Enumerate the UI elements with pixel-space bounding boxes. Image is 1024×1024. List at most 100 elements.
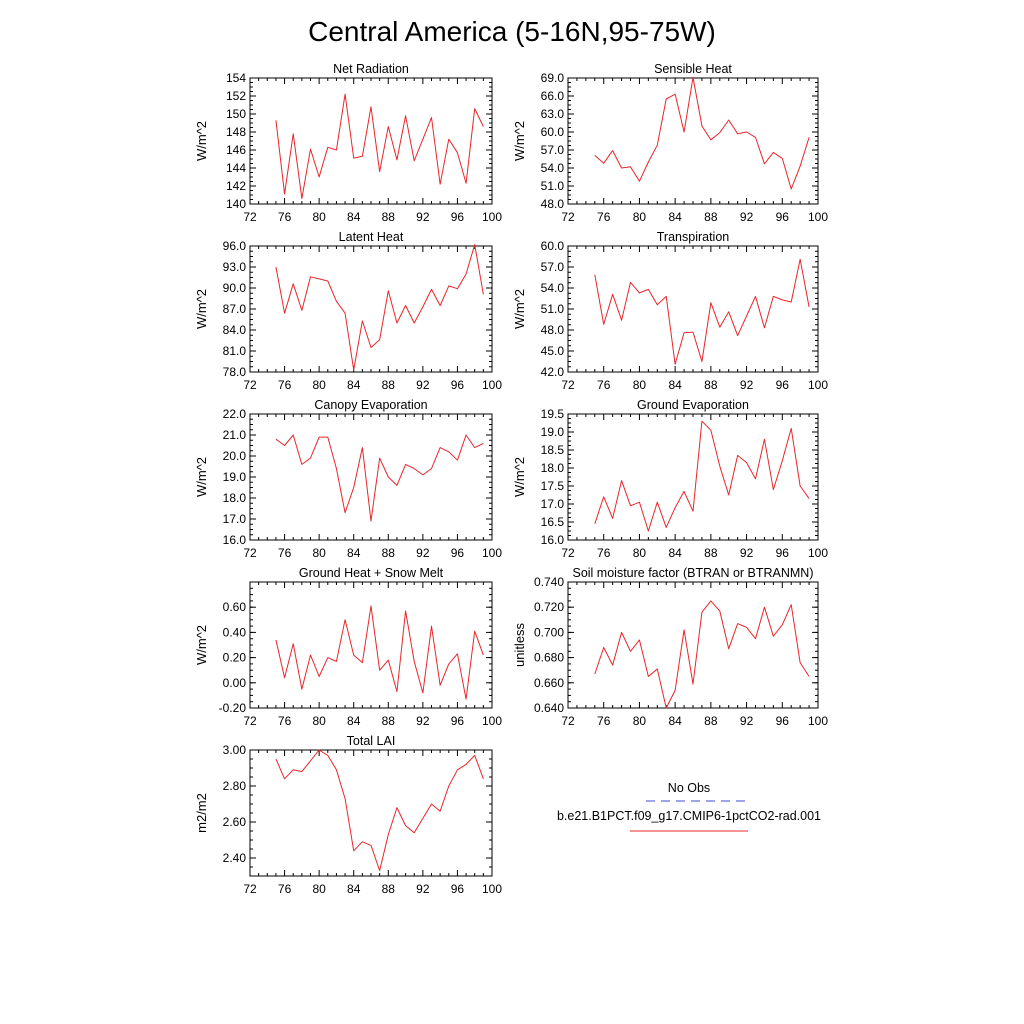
y-tick-label: 144 <box>226 161 246 175</box>
y-tick-label: 42.0 <box>541 365 565 379</box>
series-line-0 <box>594 258 810 365</box>
y-tick-label: 87.0 <box>223 302 247 316</box>
plot-frame <box>567 581 819 709</box>
x-tick-label: 84 <box>347 714 361 728</box>
y-axis-label: W/m^2 <box>512 289 527 329</box>
series-line-0 <box>594 600 810 709</box>
y-tick-label: 0.660 <box>534 676 564 690</box>
x-tick-label: 100 <box>808 378 828 392</box>
y-tick-label: 18.0 <box>223 491 247 505</box>
x-tick-label: 76 <box>278 378 292 392</box>
panel-title: Total LAI <box>347 734 396 748</box>
y-tick-label: 16.0 <box>223 533 247 547</box>
x-tick-label: 96 <box>776 210 790 224</box>
y-axis-label: unitless <box>512 622 527 667</box>
panel-soil-moisture-factor-btran-or-btranmn: Soil moisture factor (BTRAN or BTRANMN) 7… <box>512 566 828 728</box>
series-line-0 <box>275 434 484 522</box>
y-axis-label: W/m^2 <box>194 121 209 161</box>
x-tick-label: 80 <box>312 714 326 728</box>
plot-frame <box>249 749 493 877</box>
x-tick-label: 84 <box>347 378 361 392</box>
y-tick-label: 78.0 <box>223 365 247 379</box>
y-axis-label: W/m^2 <box>512 457 527 497</box>
x-tick-label: 100 <box>808 210 828 224</box>
panel-latent-heat: Latent Heat 72 76 80 84 88 92 96 100 78.0 81.0 84.0… <box>194 230 502 392</box>
panel-total-lai: Total LAI 72 76 80 84 88 92 96 100 2.40 2.60 2.80 3.… <box>194 734 502 896</box>
x-tick-label: 100 <box>482 210 502 224</box>
x-tick-label: 76 <box>597 210 611 224</box>
y-tick-label: 0.640 <box>534 701 564 715</box>
y-tick-label: 19.0 <box>223 470 247 484</box>
x-tick-label: 76 <box>597 714 611 728</box>
x-tick-label: 84 <box>668 378 682 392</box>
panel-transpiration: Transpiration 72 76 80 84 88 92 96 100 42.0 45.0 48… <box>512 230 828 392</box>
y-tick-label: -0.20 <box>219 701 247 715</box>
y-tick-label: 54.0 <box>541 281 565 295</box>
x-tick-label: 92 <box>416 714 430 728</box>
y-tick-label: 90.0 <box>223 281 247 295</box>
y-tick-label: 21.0 <box>223 428 247 442</box>
x-tick-label: 84 <box>668 210 682 224</box>
x-tick-label: 88 <box>382 378 396 392</box>
x-tick-label: 84 <box>347 882 361 896</box>
x-tick-label: 96 <box>451 378 465 392</box>
x-tick-label: 92 <box>740 378 754 392</box>
series-line-0 <box>275 93 484 200</box>
x-tick-label: 88 <box>704 714 718 728</box>
y-tick-label: 57.0 <box>541 143 565 157</box>
y-tick-label: 20.0 <box>223 449 247 463</box>
x-tick-label: 92 <box>416 210 430 224</box>
x-tick-label: 80 <box>633 546 647 560</box>
y-tick-label: 60.0 <box>541 125 565 139</box>
x-tick-label: 72 <box>243 882 257 896</box>
y-tick-label: 3.00 <box>223 743 247 757</box>
y-tick-label: 48.0 <box>541 323 565 337</box>
x-tick-label: 72 <box>243 378 257 392</box>
x-tick-label: 100 <box>808 714 828 728</box>
x-tick-label: 76 <box>278 714 292 728</box>
y-axis-label: m2/m2 <box>194 793 209 833</box>
panel-title: Sensible Heat <box>654 62 732 76</box>
x-tick-label: 100 <box>482 546 502 560</box>
y-tick-label: 18.0 <box>541 461 565 475</box>
y-axis-label: W/m^2 <box>512 121 527 161</box>
y-tick-label: 0.740 <box>534 575 564 589</box>
y-tick-label: 45.0 <box>541 344 565 358</box>
y-axis-label: W/m^2 <box>194 457 209 497</box>
y-tick-label: 154 <box>226 71 246 85</box>
x-tick-label: 96 <box>451 714 465 728</box>
x-tick-label: 100 <box>482 882 502 896</box>
plot-frame <box>567 245 819 373</box>
y-tick-label: 16.0 <box>541 533 565 547</box>
y-tick-label: 2.40 <box>223 851 247 865</box>
panel-ground-evaporation: Ground Evaporation 72 76 80 84 88 92 96 100 16.0 1… <box>512 398 828 560</box>
y-axis-label: W/m^2 <box>194 289 209 329</box>
x-tick-label: 92 <box>416 378 430 392</box>
y-tick-label: 152 <box>226 89 246 103</box>
x-tick-label: 100 <box>482 378 502 392</box>
x-tick-label: 76 <box>597 378 611 392</box>
x-tick-label: 84 <box>347 546 361 560</box>
legend: No Obs b.e21.B1PCT.f09_g17.CMIP6-1pctCO2… <box>557 781 821 832</box>
x-tick-label: 80 <box>312 210 326 224</box>
x-tick-label: 92 <box>740 714 754 728</box>
panel-title: Ground Evaporation <box>637 398 749 412</box>
y-tick-label: 54.0 <box>541 161 565 175</box>
x-tick-label: 76 <box>278 546 292 560</box>
series-line-0 <box>594 420 810 532</box>
y-tick-label: 60.0 <box>541 239 565 253</box>
y-tick-label: 140 <box>226 197 246 211</box>
panel-canopy-evaporation: Canopy Evaporation 72 76 80 84 88 92 96 100 16.0 1… <box>194 398 502 560</box>
y-tick-label: 51.0 <box>541 302 565 316</box>
x-tick-label: 72 <box>243 714 257 728</box>
y-tick-label: 18.5 <box>541 443 565 457</box>
y-tick-label: 63.0 <box>541 107 565 121</box>
y-tick-label: 17.0 <box>541 497 565 511</box>
plot-frame <box>567 413 819 541</box>
panels: Net Radiation 72 76 80 84 88 92 96 100 140 142 144 1… <box>194 62 828 896</box>
x-tick-label: 88 <box>382 546 396 560</box>
x-tick-label: 76 <box>278 882 292 896</box>
series-line-0 <box>594 76 810 190</box>
y-tick-label: 17.5 <box>541 479 565 493</box>
